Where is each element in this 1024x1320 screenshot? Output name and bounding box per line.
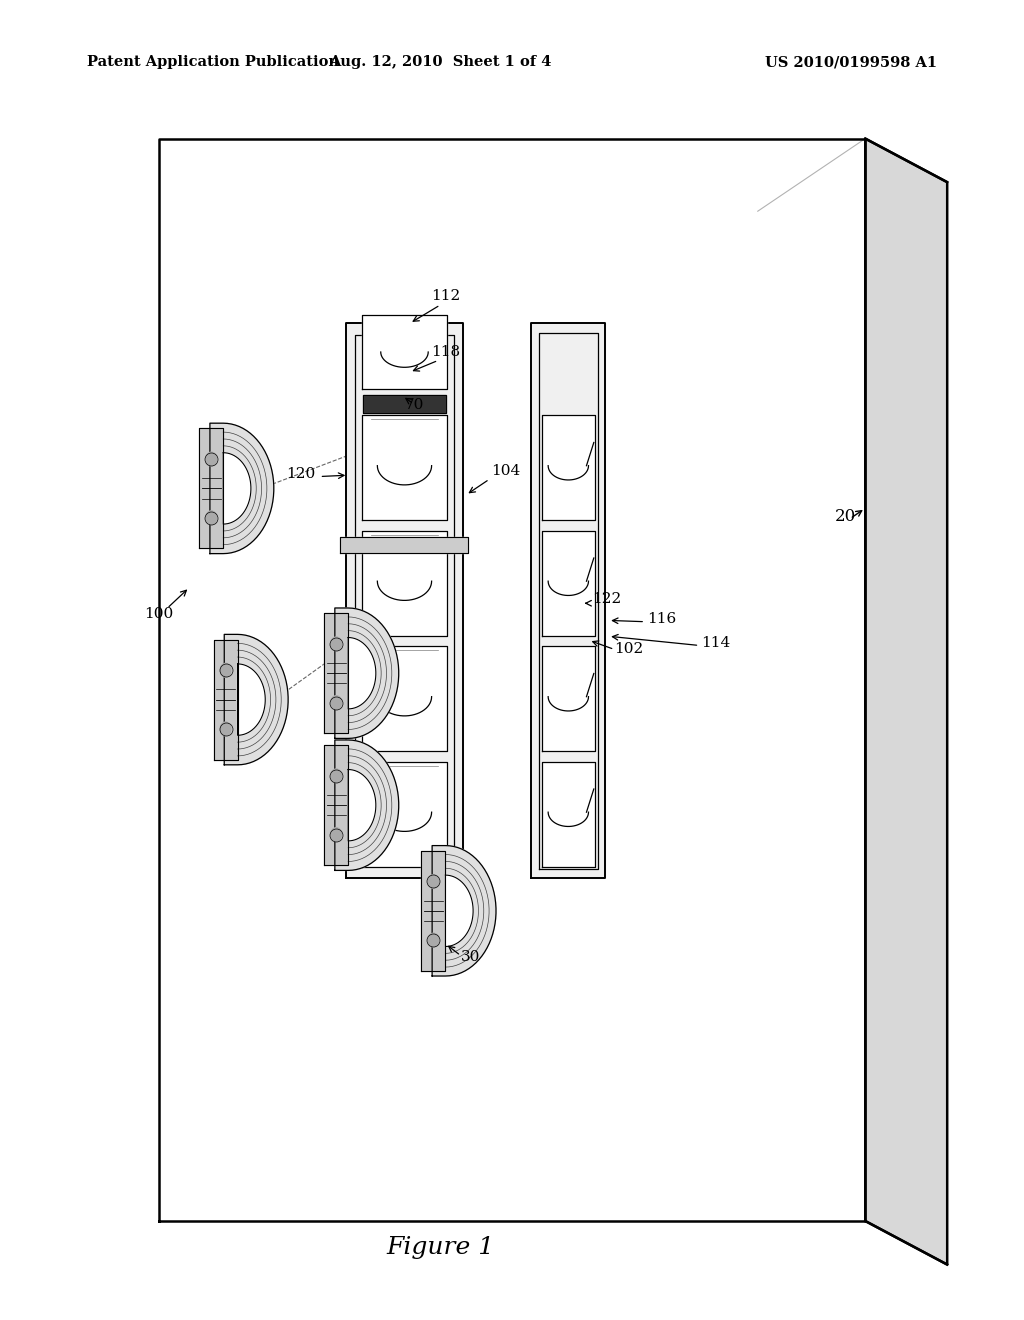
Circle shape [428, 875, 438, 888]
Text: 116: 116 [647, 612, 677, 626]
Circle shape [206, 511, 217, 524]
Polygon shape [348, 770, 376, 841]
Text: Figure 1: Figure 1 [386, 1236, 495, 1259]
Text: 122: 122 [592, 593, 622, 606]
Text: Patent Application Publication: Patent Application Publication [87, 55, 339, 70]
Polygon shape [422, 851, 445, 970]
Circle shape [331, 696, 342, 709]
Polygon shape [223, 453, 251, 524]
Polygon shape [362, 762, 446, 867]
Text: 118: 118 [431, 346, 460, 359]
Polygon shape [362, 315, 446, 389]
Polygon shape [445, 875, 473, 946]
Text: 30: 30 [461, 950, 480, 964]
Circle shape [206, 453, 217, 466]
Text: US 2010/0199598 A1: US 2010/0199598 A1 [765, 55, 937, 70]
Circle shape [220, 664, 231, 677]
Polygon shape [210, 424, 273, 553]
Polygon shape [346, 323, 463, 878]
Polygon shape [325, 614, 348, 733]
Circle shape [331, 770, 342, 783]
Text: 104: 104 [492, 465, 521, 478]
Text: 114: 114 [701, 636, 731, 649]
Polygon shape [364, 396, 445, 413]
Polygon shape [432, 846, 496, 975]
Polygon shape [542, 762, 595, 867]
Circle shape [331, 638, 342, 651]
Circle shape [331, 828, 342, 841]
Polygon shape [224, 635, 288, 764]
Text: Aug. 12, 2010  Sheet 1 of 4: Aug. 12, 2010 Sheet 1 of 4 [329, 55, 552, 70]
Polygon shape [200, 429, 223, 548]
Circle shape [220, 722, 231, 735]
Text: 112: 112 [431, 289, 460, 302]
Circle shape [428, 933, 438, 946]
Polygon shape [335, 741, 398, 870]
Polygon shape [362, 645, 446, 751]
Polygon shape [362, 531, 446, 636]
Polygon shape [542, 645, 595, 751]
Polygon shape [362, 414, 446, 520]
Polygon shape [531, 323, 605, 878]
Polygon shape [348, 638, 376, 709]
Polygon shape [335, 609, 398, 738]
Text: 20: 20 [835, 508, 856, 525]
Polygon shape [865, 139, 947, 1265]
Polygon shape [542, 531, 595, 636]
Polygon shape [542, 414, 595, 520]
Text: 120: 120 [286, 467, 315, 480]
Polygon shape [159, 139, 865, 1221]
Polygon shape [214, 640, 238, 759]
Polygon shape [325, 746, 348, 865]
Text: 102: 102 [614, 643, 644, 656]
Text: 100: 100 [144, 607, 173, 620]
Polygon shape [238, 664, 265, 735]
Polygon shape [340, 537, 469, 553]
Text: 70: 70 [406, 399, 424, 412]
